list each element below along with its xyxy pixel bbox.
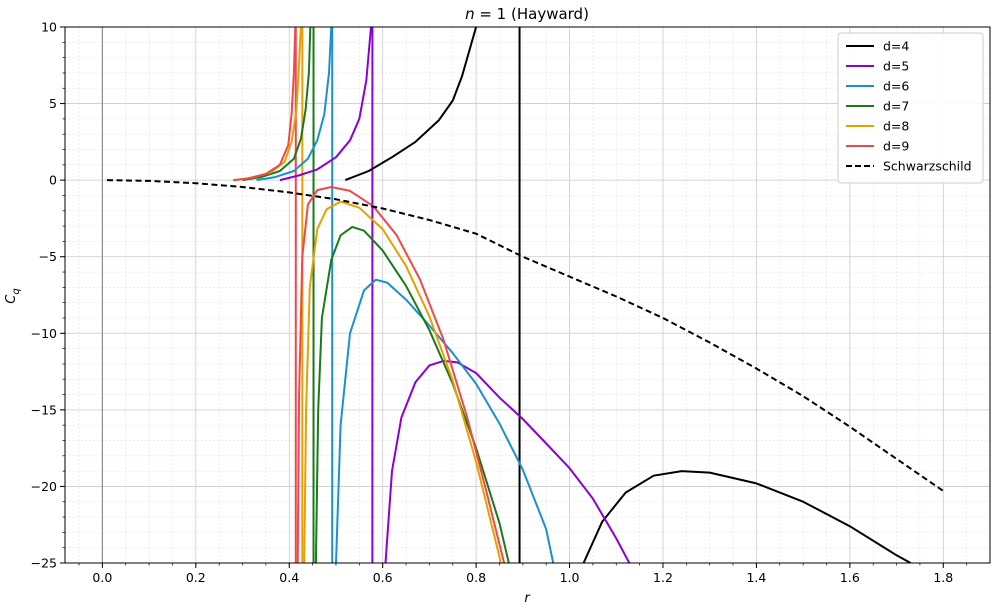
x-tick-label: 1.6: [840, 570, 860, 585]
series-line-d=9: [233, 27, 297, 182]
legend-label-d=8: d=8: [883, 119, 909, 134]
series-lines: [106, 27, 944, 563]
x-tick-label: 0.2: [186, 570, 206, 585]
series-line-d=5: [279, 27, 372, 182]
series-line-d=7: [242, 27, 312, 182]
y-tick-label: 10: [41, 20, 57, 35]
x-tick-label: 0.8: [466, 570, 486, 585]
legend-label-d=7: d=7: [883, 99, 909, 114]
x-tick-label: 1.0: [560, 570, 580, 585]
x-tick-label: 1.4: [746, 570, 766, 585]
legend-label-d=6: d=6: [883, 79, 909, 94]
legend: d=4 d=5 d=6 d=7 d=8 d=9 Schwarzschild: [837, 32, 984, 184]
y-tick-label: −10: [31, 326, 57, 341]
y-axis-label: Cq: [4, 288, 22, 303]
y-tick-label: −15: [31, 402, 57, 417]
series-line-d=8-branch-2: [303, 200, 502, 563]
series-line-d=4: [344, 27, 478, 182]
legend-label-d=4: d=4: [883, 39, 909, 54]
x-tick-label: 0.0: [92, 570, 112, 585]
x-tick-label: 1.2: [653, 570, 673, 585]
y-tick-label: 0: [49, 173, 57, 188]
series-line-d=6-branch-2: [335, 278, 555, 563]
y-tick-label: 5: [49, 96, 57, 111]
legend-label-d=5: d=5: [883, 59, 909, 74]
y-tick-label: −25: [31, 556, 57, 571]
series-line-d=5-branch-2: [384, 359, 631, 563]
x-axis-label: r: [524, 591, 531, 606]
series-line-d=6: [256, 27, 333, 182]
x-tick-label: 0.6: [373, 570, 393, 585]
x-tick-label: 0.4: [279, 570, 299, 585]
title-text: = 1 (Hayward): [475, 5, 589, 23]
y-axis-label-sub: q: [11, 288, 22, 294]
legend-box: [837, 32, 984, 184]
chart-title: n = 1 (Hayward): [465, 5, 589, 23]
series-line-Schwarzschild: [106, 179, 944, 492]
y-axis-label-main: C: [4, 294, 19, 304]
series-line-d=9-branch-2: [296, 186, 506, 563]
plot-frame: [64, 26, 991, 564]
y-tick-label: −5: [39, 249, 57, 264]
x-tick-label: 1.8: [933, 570, 953, 585]
title-variable: n: [465, 5, 475, 23]
y-tick-label: −20: [31, 479, 57, 494]
legend-label-Schwarzschild: Schwarzschild: [883, 159, 972, 174]
legend-label-d=9: d=9: [883, 139, 909, 154]
axis-ticks: 0.0 0.2 0.4 0.6 0.8 1.0 1.2 1.4 1.6 1.8 10 5 0 −5 −10 −…: [31, 20, 967, 585]
series-line-d=4-branch-2: [582, 470, 912, 563]
